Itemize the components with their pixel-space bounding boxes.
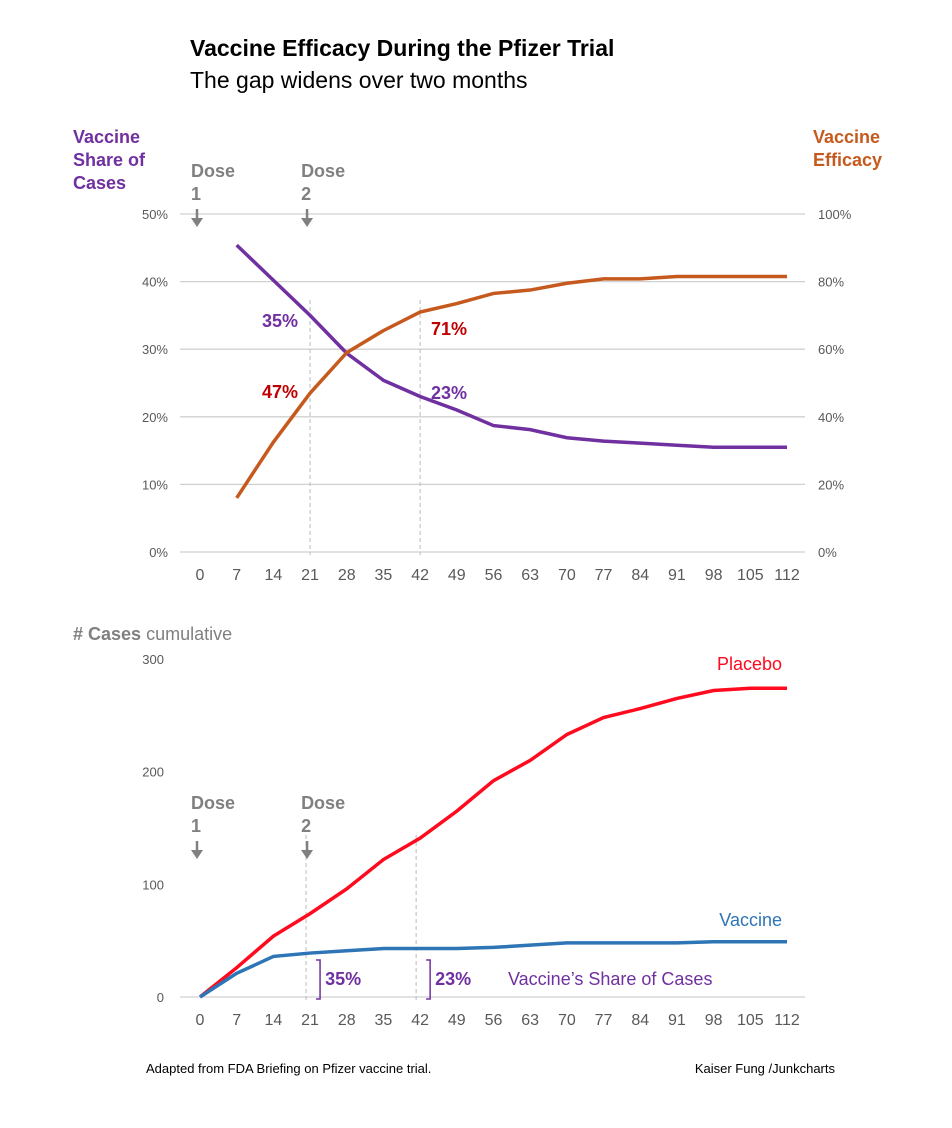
x-tick-label: 28 xyxy=(338,1012,356,1029)
x-tick-label: 28 xyxy=(338,567,356,584)
legend-vaccine: Vaccine xyxy=(719,910,782,930)
x-tick-label: 98 xyxy=(705,567,723,584)
left-axis-title: Vaccine xyxy=(73,127,140,147)
left-tick-label: 10% xyxy=(142,477,168,492)
x-tick-label: 7 xyxy=(232,567,241,584)
dose-label: Dose xyxy=(191,793,235,813)
footer-credit: Kaiser Fung /Junkcharts xyxy=(695,1061,836,1076)
x-tick-label: 77 xyxy=(595,1012,613,1029)
series-line-vaccine-efficacy xyxy=(235,274,787,499)
right-tick-label: 60% xyxy=(818,342,844,357)
x-tick-label: 49 xyxy=(448,567,466,584)
y-tick-label: 100 xyxy=(142,877,164,892)
series-line-vaccine xyxy=(199,940,787,999)
x-tick-label: 77 xyxy=(595,567,613,584)
chart-title: Vaccine Efficacy During the Pfizer Trial xyxy=(190,35,614,61)
x-tick-label: 91 xyxy=(668,1012,686,1029)
right-tick-label: 100% xyxy=(818,207,852,222)
right-tick-label: 20% xyxy=(818,477,844,492)
x-tick-label: 56 xyxy=(485,567,503,584)
left-tick-label: 0% xyxy=(149,545,168,560)
annotation-share-day42: 23% xyxy=(435,969,471,989)
dose-label: Dose xyxy=(191,161,235,181)
x-tick-label: 42 xyxy=(411,567,429,584)
title-bold: # Cases xyxy=(73,624,141,644)
x-tick-label: 14 xyxy=(264,1012,282,1029)
bracket-icon xyxy=(426,959,431,1000)
left-tick-label: 20% xyxy=(142,410,168,425)
right-axis-title: Vaccine xyxy=(813,127,880,147)
x-tick-label: 21 xyxy=(301,1012,319,1029)
left-tick-label: 30% xyxy=(142,342,168,357)
x-tick-label: 70 xyxy=(558,567,576,584)
dose-label: Dose xyxy=(301,793,345,813)
legend-placebo: Placebo xyxy=(717,654,782,674)
x-tick-label: 84 xyxy=(631,1012,649,1029)
dose-number: 2 xyxy=(301,184,311,204)
x-tick-label: 91 xyxy=(668,567,686,584)
x-tick-label: 84 xyxy=(631,567,649,584)
x-tick-label: 21 xyxy=(301,567,319,584)
x-tick-label: 105 xyxy=(737,567,764,584)
left-tick-label: 40% xyxy=(142,275,168,290)
x-tick-label: 112 xyxy=(774,1012,800,1029)
footer-source: Adapted from FDA Briefing on Pfizer vacc… xyxy=(146,1061,431,1076)
left-tick-label: 50% xyxy=(142,207,168,222)
left-axis-title: Share of xyxy=(73,150,146,170)
annotation-efficacy-day42: 71% xyxy=(431,319,467,339)
title-rest: cumulative xyxy=(141,624,232,644)
chart-subtitle: The gap widens over two months xyxy=(190,67,528,93)
x-tick-label: 63 xyxy=(521,1012,539,1029)
series-line-vaccine-share xyxy=(235,243,787,449)
right-axis-title: Efficacy xyxy=(813,150,882,170)
annotation-share-day42: 23% xyxy=(431,383,467,403)
bracket-icon xyxy=(316,959,321,1000)
dose-number: 2 xyxy=(301,816,311,836)
annotation-efficacy-day21: 47% xyxy=(262,382,298,402)
arrow-head-icon xyxy=(191,850,203,859)
arrow-head-icon xyxy=(191,218,203,227)
annotation-share-day21: 35% xyxy=(262,311,298,331)
right-tick-label: 80% xyxy=(818,275,844,290)
y-tick-label: 0 xyxy=(157,990,164,1005)
left-axis-title: Cases xyxy=(73,173,126,193)
x-tick-label: 70 xyxy=(558,1012,576,1029)
x-tick-label: 112 xyxy=(774,567,800,584)
arrow-head-icon xyxy=(301,218,314,227)
x-tick-label: 0 xyxy=(196,567,205,584)
right-tick-label: 0% xyxy=(818,545,837,560)
arrow-head-icon xyxy=(301,850,314,859)
x-tick-label: 98 xyxy=(705,1012,723,1029)
x-tick-label: 35 xyxy=(375,1012,393,1029)
x-tick-label: 63 xyxy=(521,567,539,584)
x-tick-label: 42 xyxy=(411,1012,429,1029)
y-tick-label: 200 xyxy=(142,765,164,780)
dose-number: 1 xyxy=(191,184,201,204)
x-tick-label: 56 xyxy=(485,1012,503,1029)
annotation-share-day21: 35% xyxy=(325,969,361,989)
right-tick-label: 40% xyxy=(818,410,844,425)
x-tick-label: 7 xyxy=(232,1012,241,1029)
annotation-share-label: Vaccine’s Share of Cases xyxy=(508,969,712,989)
x-tick-label: 105 xyxy=(737,1012,764,1029)
dose-number: 1 xyxy=(191,816,201,836)
x-tick-label: 49 xyxy=(448,1012,466,1029)
x-tick-label: 0 xyxy=(196,1012,205,1029)
bottom-chart-title: # Cases cumulative xyxy=(73,624,232,644)
y-tick-label: 300 xyxy=(142,652,164,667)
x-tick-label: 35 xyxy=(375,567,393,584)
series-line-placebo xyxy=(198,686,787,999)
dose-label: Dose xyxy=(301,161,345,181)
x-tick-label: 14 xyxy=(264,567,282,584)
